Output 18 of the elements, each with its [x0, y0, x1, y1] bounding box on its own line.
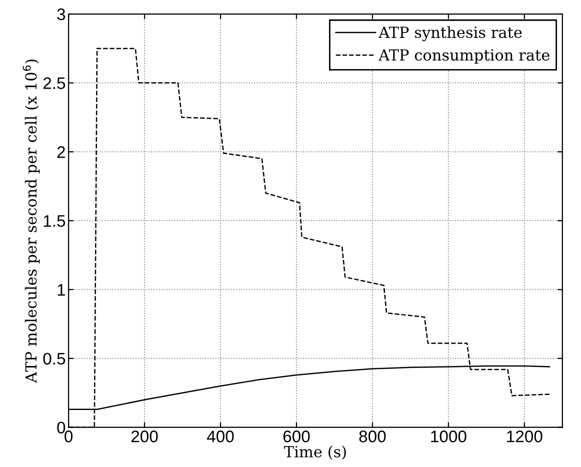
- x-tick-label: 1000: [431, 430, 466, 442]
- x-tick-label: 400: [206, 430, 234, 442]
- y-axis-title: ATP molecules per second per cell (x 10$^{6}$): [22, 60, 40, 383]
- x-tick-label: 800: [359, 430, 386, 442]
- x-tick-label: 600: [283, 430, 310, 442]
- y-tick-label: 0: [57, 422, 66, 434]
- y-tick-label: 1.5: [44, 215, 66, 227]
- x-tick-label: 200: [131, 430, 158, 442]
- y-tick-label: 2: [57, 146, 65, 158]
- x-tick-label: 0: [64, 430, 73, 442]
- y-tick-label: 1: [58, 284, 65, 296]
- legend-label: ATP consumption rate: [378, 49, 550, 64]
- legend-label: ATP synthesis rate: [378, 26, 522, 42]
- y-tick-label: 0.5: [43, 352, 66, 365]
- x-tick-label: 1200: [507, 430, 542, 442]
- y-tick-label: 2.5: [43, 77, 66, 90]
- y-tick-label: 3: [57, 8, 66, 20]
- x-axis-title: Time (s): [284, 446, 346, 460]
